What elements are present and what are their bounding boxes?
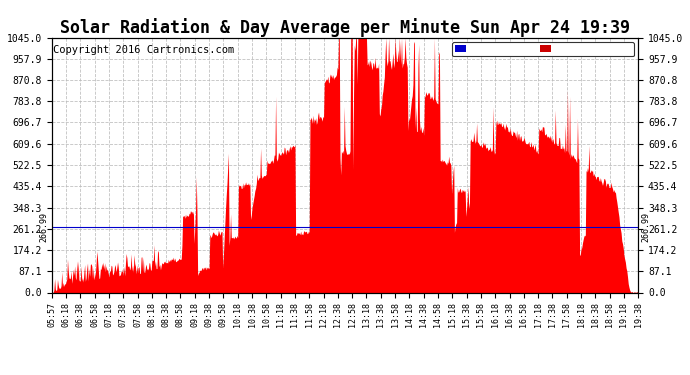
Text: Copyright 2016 Cartronics.com: Copyright 2016 Cartronics.com [53,45,234,55]
Legend: Median (w/m2), Radiation (w/m2): Median (w/m2), Radiation (w/m2) [453,42,633,56]
Text: 266.99: 266.99 [40,212,49,242]
Title: Solar Radiation & Day Average per Minute Sun Apr 24 19:39: Solar Radiation & Day Average per Minute… [60,18,630,38]
Text: 266.99: 266.99 [641,212,650,242]
